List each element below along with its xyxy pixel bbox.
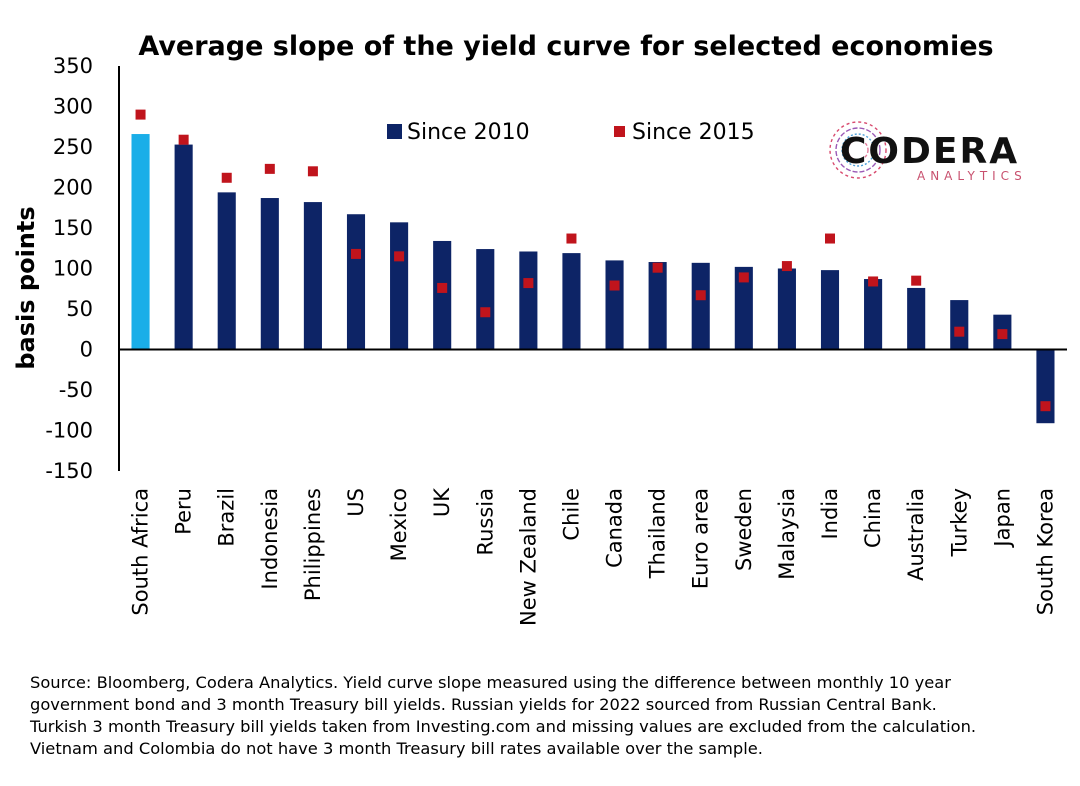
y-axis-label: basis points: [12, 206, 40, 369]
marker-since-2015-new-zealand: [523, 278, 534, 289]
marker-since-2015-us: [351, 248, 361, 259]
bar-since-2010-malaysia: [777, 268, 796, 350]
bar-since-2010-russia: [476, 249, 495, 350]
bar-since-2010-indonesia: [260, 198, 279, 350]
y-tick-label: 100: [53, 257, 93, 281]
x-category-label-peru: Peru: [172, 488, 196, 535]
y-axis-ticks: -150 -100 -50 0 50 100 150 200 250 300 350: [45, 54, 93, 483]
legend-label-since-2015: Since 2015: [632, 120, 755, 145]
legend: Since 2010 Since 2015: [387, 120, 755, 145]
x-category-label-japan: Japan: [990, 488, 1014, 549]
bars-since-2010: [131, 134, 1055, 424]
markers-since-2015: [135, 109, 1051, 412]
x-category-label-australia: Australia: [904, 488, 928, 581]
marker-since-2015-thailand: [652, 262, 663, 273]
y-tick-label: -150: [45, 459, 93, 483]
x-category-label-us: US: [344, 488, 368, 517]
marker-since-2015-mexico: [394, 251, 405, 262]
x-category-label-malaysia: Malaysia: [775, 488, 799, 580]
marker-since-2015-peru: [178, 134, 189, 145]
yield-curve-chart: Average slope of the yield curve for sel…: [12, 31, 1067, 626]
bar-since-2010-sweden: [734, 266, 753, 350]
bar-since-2010-brazil: [217, 192, 236, 350]
x-category-label-brazil: Brazil: [215, 488, 239, 547]
bar-since-2010-peru: [174, 144, 193, 350]
source-line-1: Source: Bloomberg, Codera Analytics. Yie…: [30, 673, 951, 692]
x-category-label-russia: Russia: [473, 488, 497, 556]
marker-since-2015-china: [868, 276, 879, 287]
marker-since-2015-australia: [911, 275, 922, 286]
x-category-label-uk: UK: [430, 487, 454, 517]
source-line-2: government bond and 3 month Treasury bil…: [30, 695, 937, 714]
marker-since-2015-euro-area: [695, 290, 706, 301]
y-tick-label: 300: [53, 95, 93, 119]
legend-swatch-since-2015: [614, 126, 625, 137]
bar-since-2010-mexico: [390, 222, 409, 350]
y-tick-label: 350: [53, 54, 93, 78]
bar-since-2010-us: [346, 214, 366, 350]
x-category-label-thailand: Thailand: [646, 488, 670, 579]
x-category-label-south-africa: South Africa: [129, 488, 153, 616]
chart-title: Average slope of the yield curve for sel…: [138, 31, 993, 62]
y-tick-label: 0: [80, 338, 93, 362]
logo-subtitle: ANALYTICS: [917, 169, 1027, 183]
bar-since-2010-uk: [433, 240, 452, 350]
x-category-label-mexico: Mexico: [387, 488, 411, 561]
marker-since-2015-philippines: [307, 166, 318, 177]
source-line-3: Turkish 3 month Treasury bill yields tak…: [30, 717, 977, 736]
bar-since-2010-south-africa: [131, 134, 150, 350]
bar-since-2010-australia: [907, 287, 926, 350]
x-category-label-euro-area: Euro area: [689, 488, 713, 589]
y-tick-label: 250: [53, 135, 93, 159]
y-tick-label: -100: [45, 419, 93, 443]
marker-since-2015-japan: [997, 329, 1008, 340]
codera-logo: CODERA ANALYTICS: [829, 121, 1027, 183]
marker-since-2015-south-africa: [135, 109, 146, 120]
y-tick-label: 150: [53, 216, 93, 240]
bar-since-2010-turkey: [950, 300, 969, 350]
x-category-label-sweden: Sweden: [732, 488, 756, 571]
x-category-label-new-zealand: New Zealand: [516, 488, 540, 626]
source-line-4: Vietnam and Colombia do not have 3 month…: [30, 739, 763, 758]
codera-logo-mark-icon: [829, 121, 887, 179]
bar-since-2010-south-korea: [1036, 349, 1055, 424]
marker-since-2015-south-korea: [1040, 401, 1051, 412]
y-tick-label: 200: [53, 176, 93, 200]
bar-since-2010-canada: [605, 260, 624, 350]
marker-since-2015-malaysia: [781, 261, 792, 272]
x-category-label-india: India: [818, 488, 842, 540]
marker-since-2015-chile: [566, 233, 577, 244]
bar-since-2010-india: [820, 270, 840, 350]
x-category-label-philippines: Philippines: [301, 488, 325, 601]
x-category-label-indonesia: Indonesia: [258, 488, 282, 590]
bar-since-2010-euro-area: [691, 262, 710, 350]
marker-since-2015-india: [825, 233, 835, 244]
bar-since-2010-new-zealand: [519, 251, 538, 350]
y-tick-label: -50: [59, 378, 93, 402]
x-category-label-chile: Chile: [559, 488, 583, 541]
source-note: Source: Bloomberg, Codera Analytics. Yie…: [30, 672, 1065, 760]
marker-since-2015-indonesia: [264, 163, 275, 174]
x-category-label-turkey: Turkey: [947, 488, 971, 557]
marker-since-2015-turkey: [954, 326, 965, 337]
marker-since-2015-sweden: [738, 272, 749, 283]
legend-swatch-since-2010: [387, 124, 402, 139]
marker-since-2015-russia: [480, 307, 491, 318]
y-tick-label: 50: [66, 297, 93, 321]
x-category-label-south-korea: South Korea: [1033, 488, 1057, 615]
bar-since-2010-china: [864, 279, 883, 350]
x-category-label-canada: Canada: [603, 488, 627, 568]
marker-since-2015-brazil: [221, 172, 232, 183]
x-axis-categories: South Africa Peru Brazil Indonesia Philippin…: [129, 487, 1058, 626]
logo-wordmark: CODERA: [840, 131, 1019, 172]
legend-label-since-2010: Since 2010: [407, 120, 530, 145]
marker-since-2015-uk: [437, 282, 448, 293]
bar-since-2010-thailand: [648, 262, 667, 350]
bar-since-2010-philippines: [303, 202, 322, 350]
marker-since-2015-canada: [609, 280, 620, 291]
x-category-label-china: China: [861, 488, 885, 548]
bar-since-2010-chile: [562, 253, 581, 350]
